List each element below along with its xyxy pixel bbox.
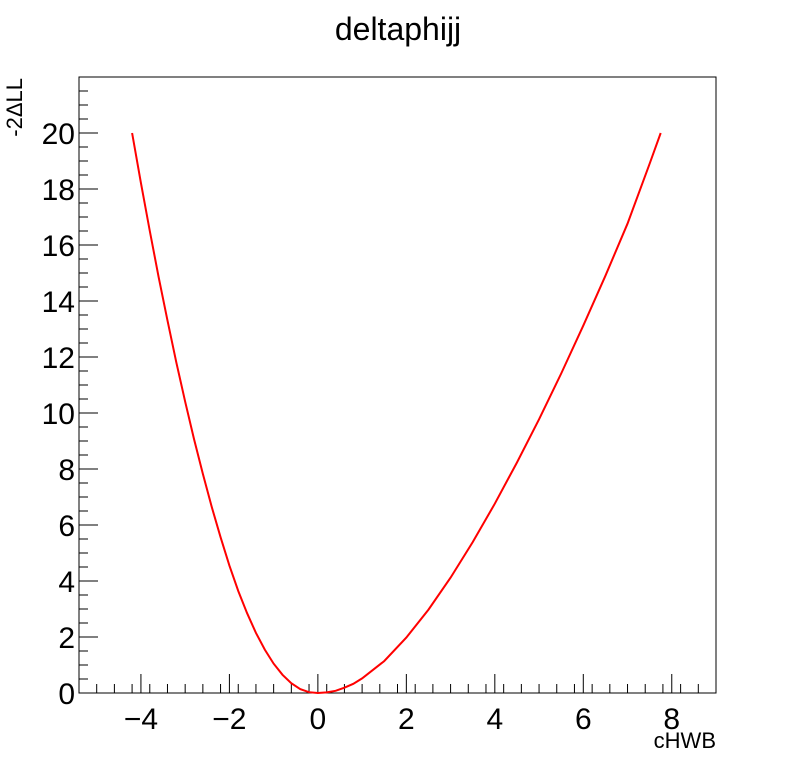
y-tick-label: 8 [58, 454, 75, 487]
x-minor-ticks [96, 684, 717, 693]
plot-frame [78, 76, 717, 694]
y-tick-label: 18 [42, 174, 75, 207]
y-axis-label: -2ΔLL [2, 78, 27, 137]
y-tick-label: 4 [58, 566, 75, 599]
y-tick-label: 12 [42, 342, 75, 375]
x-tick-label: −2 [212, 703, 246, 736]
series-line [131, 132, 662, 695]
chart-title: deltaphijj [335, 11, 461, 47]
y-minor-ticks [79, 90, 88, 680]
y-tick-label: 0 [58, 678, 75, 711]
y-tick-label: 20 [42, 118, 75, 151]
x-tick-label: 4 [486, 703, 503, 736]
y-tick-label: 6 [58, 510, 75, 543]
x-tick-label: 0 [310, 703, 327, 736]
y-tick-label: 2 [58, 622, 75, 655]
x-tick-label: 8 [663, 703, 680, 736]
x-axis-label: cHWB [654, 728, 716, 753]
y-axis-ticks: 0 2 4 6 8 10 12 14 16 18 20 [42, 118, 98, 711]
x-tick-label: −4 [124, 703, 158, 736]
x-tick-label: 2 [398, 703, 415, 736]
y-tick-label: 14 [42, 286, 75, 319]
y-tick-label: 16 [42, 230, 75, 263]
x-axis-ticks: −4 −2 0 2 4 6 8 [124, 674, 680, 736]
y-tick-label: 10 [42, 398, 75, 431]
x-tick-label: 6 [575, 703, 592, 736]
